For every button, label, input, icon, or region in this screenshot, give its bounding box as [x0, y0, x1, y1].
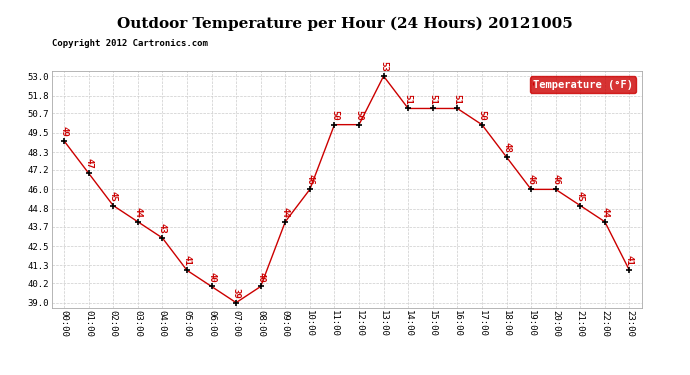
Text: 39: 39 [232, 288, 241, 298]
Text: 51: 51 [453, 93, 462, 104]
Text: Copyright 2012 Cartronics.com: Copyright 2012 Cartronics.com [52, 39, 208, 48]
Text: 44: 44 [600, 207, 609, 218]
Text: 50: 50 [477, 110, 486, 120]
Text: 49: 49 [59, 126, 68, 136]
Text: 46: 46 [306, 174, 315, 185]
Text: Outdoor Temperature per Hour (24 Hours) 20121005: Outdoor Temperature per Hour (24 Hours) … [117, 17, 573, 31]
Text: 51: 51 [404, 93, 413, 104]
Text: 50: 50 [330, 110, 339, 120]
Text: 45: 45 [109, 190, 118, 201]
Text: 46: 46 [526, 174, 535, 185]
Text: 41: 41 [625, 255, 634, 266]
Text: 44: 44 [133, 207, 142, 218]
Text: 53: 53 [379, 61, 388, 72]
Text: 46: 46 [551, 174, 560, 185]
Text: 47: 47 [84, 158, 93, 169]
Text: 48: 48 [502, 142, 511, 153]
Text: 45: 45 [575, 190, 584, 201]
Text: 50: 50 [355, 110, 364, 120]
Text: 40: 40 [256, 272, 265, 282]
Legend: Temperature (°F): Temperature (°F) [530, 76, 636, 93]
Text: 40: 40 [207, 272, 216, 282]
Text: 41: 41 [182, 255, 191, 266]
Text: 51: 51 [428, 93, 437, 104]
Text: 43: 43 [158, 223, 167, 234]
Text: 44: 44 [281, 207, 290, 218]
